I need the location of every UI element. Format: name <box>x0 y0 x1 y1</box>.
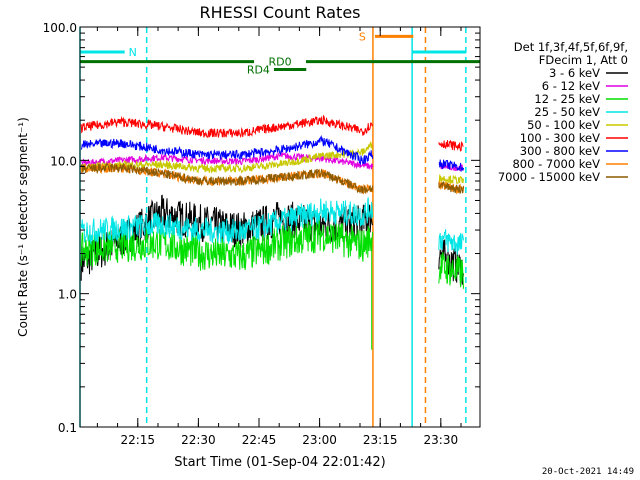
y-tick-label-1: 0.1 <box>58 421 77 435</box>
series-line-4-segment-2 <box>438 229 464 255</box>
legend-header-line-1: Det 1f,3f,4f,5f,6f,9f, <box>514 40 628 54</box>
legend-label-3: 12 - 25 keV <box>534 92 600 106</box>
y-axis-label: Count Rate (s⁻¹ detector segment⁻¹) <box>16 117 30 337</box>
series-line-5-segment-2 <box>438 174 464 185</box>
annotation-label-5: RD4 <box>247 64 270 77</box>
annotation-label-4: RD0 <box>268 56 291 69</box>
y-tick-label-2: 1.0 <box>58 288 77 302</box>
series-layer <box>80 114 464 350</box>
x-axis-label: Start Time (01-Sep-04 22:01:42) <box>174 455 385 470</box>
x-axis: 22:15 22:30 22:45 23:00 23:15 23:30 <box>96 27 462 447</box>
series-line-6-segment-1 <box>80 114 374 139</box>
x-tick-label-1: 22:15 <box>120 433 155 447</box>
series-line-3-segment-2 <box>438 252 464 289</box>
x-tick-label-5: 23:15 <box>363 433 398 447</box>
legend: Det 1f,3f,4f,5f,6f,9f, FDecim 1, Att 0 3… <box>498 40 628 184</box>
series-line-6-segment-2 <box>438 139 464 152</box>
chart-title: RHESSI Count Rates <box>200 3 361 22</box>
legend-label-1: 3 - 6 keV <box>549 66 600 80</box>
x-tick-label-6: 23:30 <box>424 433 459 447</box>
legend-label-5: 50 - 100 keV <box>527 118 600 132</box>
y-tick-label-4: 100.0 <box>43 21 77 35</box>
y-axis: 0.1 1.0 10.0 100.0 <box>43 21 480 435</box>
series-line-3-segment-1 <box>80 218 374 271</box>
y-tick-label-3: 10.0 <box>50 154 77 168</box>
legend-label-9: 7000 - 15000 keV <box>498 170 600 184</box>
x-tick-label-3: 22:45 <box>242 433 277 447</box>
annotation-label-2: S <box>359 30 366 43</box>
legend-label-2: 6 - 12 keV <box>542 79 600 93</box>
plot-frame <box>79 26 481 428</box>
series-line-9-segment-1 <box>80 162 374 195</box>
x-tick-label-4: 23:00 <box>302 433 337 447</box>
series-line-9-segment-2 <box>438 181 464 195</box>
x-tick-label-2: 22:30 <box>181 433 216 447</box>
series-line-4-segment-1 <box>80 197 374 246</box>
legend-label-8: 800 - 7000 keV <box>512 157 600 171</box>
legend-label-7: 300 - 800 keV <box>520 144 600 158</box>
series-line-7-segment-2 <box>438 159 464 172</box>
legend-header-line-2: FDecim 1, Att 0 <box>539 53 628 67</box>
generated-timestamp: 20-Oct-2021 14:49 <box>541 467 634 477</box>
legend-label-4: 25 - 50 keV <box>534 105 600 119</box>
legend-label-6: 100 - 300 keV <box>520 131 600 145</box>
annotation-label-1: N <box>129 46 137 59</box>
series-line-7-segment-1 <box>80 134 374 166</box>
